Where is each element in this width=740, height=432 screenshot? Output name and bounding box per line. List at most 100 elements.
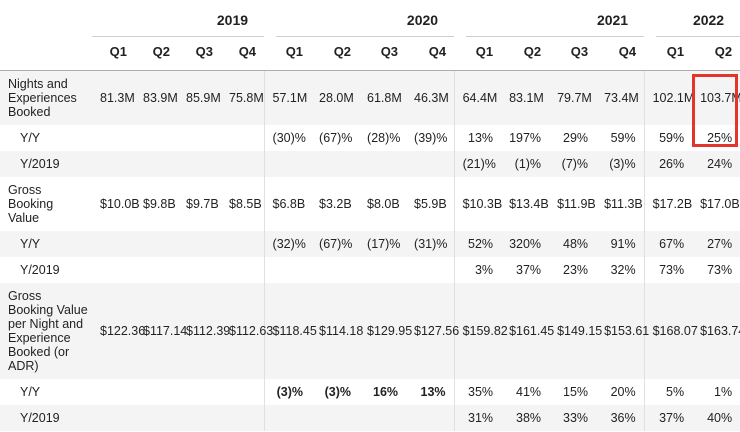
metric-cell: $117.14 (143, 324, 188, 338)
metric-cell: $161.45 (509, 324, 555, 338)
metric-cell: 13% (420, 385, 446, 399)
metric-cell: (67)% (319, 237, 353, 251)
metric-cell: $10.3B (453, 177, 502, 231)
row-label: Y/2019 (20, 411, 60, 425)
metric-cell: 38% (516, 411, 542, 425)
row-label: Y/2019 (20, 263, 60, 277)
corner-cell (0, 37, 92, 71)
metric-cell (359, 257, 406, 283)
metric-cell: 26% (643, 151, 693, 177)
metric-cell: $122.36 (100, 324, 146, 338)
metric-cell (406, 257, 454, 283)
metric-cell (135, 379, 178, 405)
quarter-header: Q1 (264, 37, 312, 71)
metric-cell (178, 151, 221, 177)
metric-cell: 25% (707, 131, 733, 145)
row-adr-yy: Y/Y (3)% (3)% 16% 13% 35% 41% 15% 20% 5%… (0, 379, 740, 405)
metric-cell: 41% (516, 385, 542, 399)
row-adr: Gross Booking Value per Night and Experi… (0, 283, 740, 379)
metric-cell: 31% (453, 405, 502, 431)
metric-cell (221, 379, 264, 405)
metric-cell: (1)% (514, 157, 542, 171)
row-adr-y2019: Y/2019 31% 38% 33% 36% 37% 40% (0, 405, 740, 431)
metric-cell: (21)% (453, 151, 502, 177)
metric-cell: 61.8M (367, 91, 402, 105)
metric-cell: 24% (707, 157, 733, 171)
metric-cell: $153.61 (604, 324, 650, 338)
metric-cell: 57.1M (263, 70, 312, 125)
row-label: Nights and Experiences Booked (8, 77, 77, 119)
metric-cell: 52% (453, 231, 502, 257)
metric-cell: $8.0B (367, 197, 400, 211)
metric-cell (92, 151, 135, 177)
metric-cell: (28)% (367, 131, 401, 145)
metric-cell: 32% (610, 263, 636, 277)
metric-cell: $168.07 (643, 283, 698, 379)
metric-cell: 59% (643, 125, 693, 151)
row-label: Y/Y (20, 237, 41, 251)
metric-cell (359, 405, 406, 431)
metric-cell: 67% (643, 231, 693, 257)
metric-cell: $118.45 (263, 283, 317, 379)
metric-cell (359, 151, 406, 177)
row-gbv-yy: Y/Y (32)% (67)% (17)% (31)% 52% 320% 48%… (0, 231, 740, 257)
metric-cell: $17.2B (643, 177, 692, 231)
metric-cell (135, 257, 178, 283)
metric-cell (221, 257, 264, 283)
metric-cell: $149.15 (557, 324, 603, 338)
quarter-header: Q1 (454, 37, 502, 71)
metric-cell (221, 405, 264, 431)
metric-cell: 23% (563, 263, 589, 277)
metric-cell (135, 125, 178, 151)
metric-cell: 40% (707, 411, 733, 425)
metric-cell: (17)% (367, 237, 401, 251)
metric-cell: 64.4M (453, 70, 502, 125)
metric-cell: $114.18 (319, 324, 364, 338)
year-header-2020: 2020 (264, 0, 455, 37)
quarter-header: Q3 (178, 37, 221, 71)
metric-cell: 103.7M (700, 91, 740, 105)
metric-cell: (67)% (319, 131, 353, 145)
year-header-row: 2019 2020 2021 2022 (0, 0, 740, 37)
corner-cell (0, 0, 92, 37)
row-nights-yy: Y/Y (30)% (67)% (28)% (39)% 13% 197% 29%… (0, 125, 740, 151)
metric-cell: 320% (509, 237, 542, 251)
metric-cell: 1% (714, 385, 733, 399)
metric-cell: 27% (707, 237, 733, 251)
metric-cell: 3% (453, 257, 502, 283)
quarter-header: Q4 (596, 37, 645, 71)
quarter-header: Q1 (644, 37, 693, 71)
row-nights-y2019: Y/2019 (21)% (1)% (7)% (3)% 26% 24% (0, 151, 740, 177)
metric-cell: 15% (563, 385, 589, 399)
metric-cell: $129.95 (367, 324, 413, 338)
metric-cell (311, 151, 359, 177)
row-label: Y/Y (20, 131, 41, 145)
metric-cell: 81.3M (100, 91, 135, 105)
quarter-header: Q4 (221, 37, 265, 71)
metric-cell: 83.1M (509, 91, 544, 105)
metric-cell: $11.3B (604, 197, 643, 211)
metric-cell: 46.3M (414, 91, 449, 105)
quarter-header: Q3 (359, 37, 407, 71)
metric-cell: 28.0M (319, 91, 354, 105)
row-label: Gross Booking Value (8, 183, 54, 225)
metric-cell: 197% (509, 131, 542, 145)
metric-cell: 13% (453, 125, 502, 151)
quarter-header-row: Q1 Q2 Q3 Q4 Q1 Q2 Q3 Q4 Q1 Q2 Q3 Q4 Q1 Q… (0, 37, 740, 71)
metric-cell: $9.8B (143, 197, 176, 211)
metric-cell (221, 231, 264, 257)
metric-cell: $5.9B (414, 197, 447, 211)
row-gbv-y2019: Y/2019 3% 37% 23% 32% 73% 73% (0, 257, 740, 283)
metric-cell: $159.82 (453, 283, 508, 379)
metric-cell: 73.4M (604, 91, 639, 105)
metric-cell: $17.0B (700, 197, 740, 211)
metric-cell (135, 405, 178, 431)
metric-cell (135, 151, 178, 177)
year-header-2022: 2022 (644, 0, 740, 37)
metric-cell: 37% (516, 263, 542, 277)
metric-cell: $9.7B (186, 197, 219, 211)
metric-cell (406, 151, 454, 177)
year-header-2021: 2021 (454, 0, 645, 37)
metric-cell (263, 257, 312, 283)
